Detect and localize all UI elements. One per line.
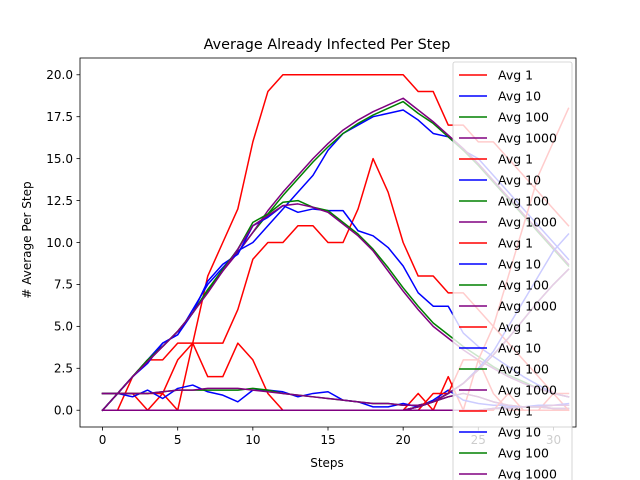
y-tick-label: 0.0 [54,404,73,418]
legend-label: Avg 1000 [498,299,557,314]
y-tick-label: 7.5 [54,278,73,292]
x-tick-label: 15 [320,433,335,447]
legend-label: Avg 1000 [498,383,557,398]
y-tick-label: 12.5 [46,194,73,208]
legend-label: Avg 10 [498,425,541,440]
y-tick-label: 2.5 [54,362,73,376]
chart-title: Average Already Infected Per Step [204,37,451,53]
legend-label: Avg 100 [498,446,549,461]
legend-label: Avg 1 [498,320,533,335]
y-tick-label: 20.0 [46,68,73,82]
legend-label: Avg 1 [498,68,533,83]
legend-label: Avg 1000 [498,215,557,230]
x-tick-label: 5 [174,433,182,447]
legend-label: Avg 10 [498,89,541,104]
legend-label: Avg 1 [498,236,533,251]
legend-label: Avg 10 [498,341,541,356]
legend-label: Avg 100 [498,362,549,377]
y-tick-label: 17.5 [46,110,73,124]
x-tick-label: 0 [99,433,107,447]
x-tick-label: 20 [396,433,411,447]
y-tick-label: 10.0 [46,236,73,250]
legend-label: Avg 100 [498,278,549,293]
legend-label: Avg 10 [498,257,541,272]
x-axis-label: Steps [310,456,344,470]
legend-label: Avg 10 [498,173,541,188]
legend-label: Avg 1 [498,404,533,419]
legend-label: Avg 1 [498,152,533,167]
legend-label: Avg 100 [498,194,549,209]
x-tick-label: 10 [245,433,260,447]
legend-label: Avg 100 [498,110,549,125]
y-axis-label: # Average Per Step [20,181,34,298]
legend-label: Avg 1000 [498,131,557,146]
y-tick-label: 5.0 [54,320,73,334]
legend: Avg 1 Avg 10 Avg 100 Avg 1000 Avg 1 Avg 10 Avg… [452,61,573,480]
y-tick-label: 15.0 [46,152,73,166]
legend-box [452,61,573,480]
legend-label: Avg 1000 [498,467,557,480]
